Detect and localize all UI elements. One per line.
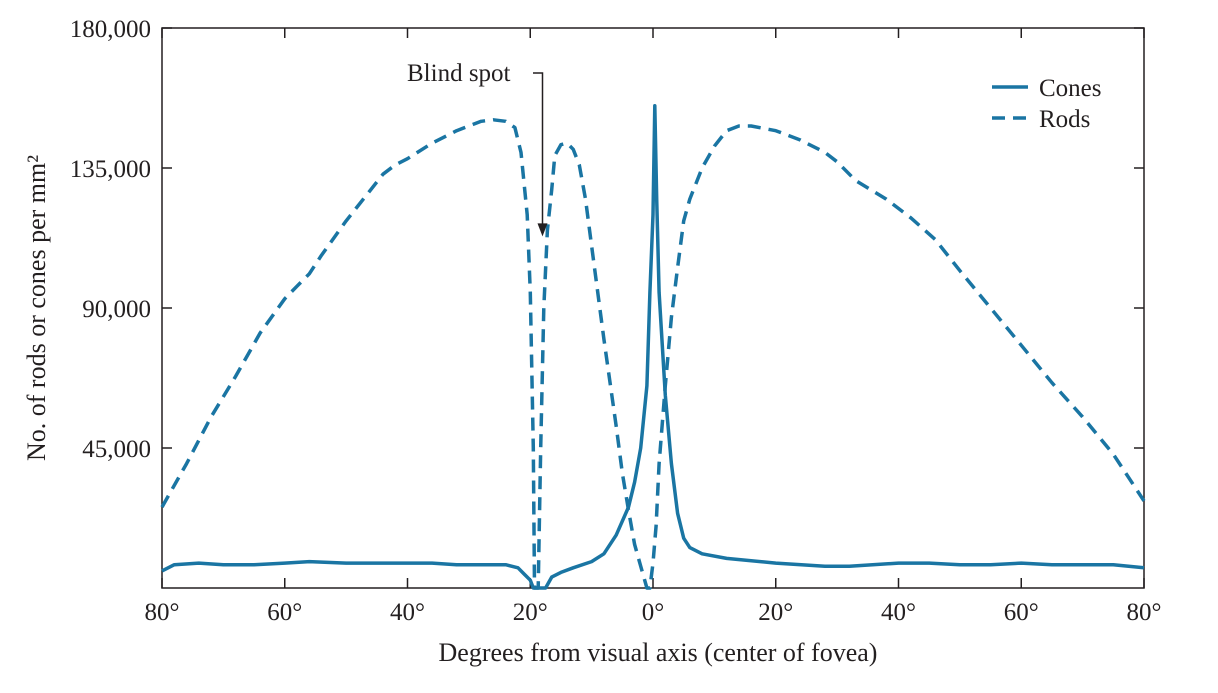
y-tick-label: 45,000 [82,436,151,463]
x-tick-label: 60° [267,599,302,626]
x-tick-label: 0° [642,599,665,626]
blind-spot-label: Blind spot [407,60,511,87]
x-tick-label: 20° [758,599,793,626]
series-line-rods [160,118,1146,590]
legend-label-rods: Rods [1039,106,1090,133]
series-line-cones [161,104,1145,590]
blind-spot-leader-line [533,72,544,225]
tick-marks [161,27,1145,588]
x-tick-label: 80° [1127,599,1162,626]
series-lines [160,104,1146,590]
x-axis-title: Degrees from visual axis (center of fove… [439,638,878,667]
y-tick-label: 90,000 [82,296,151,323]
x-tick-label: 60° [1004,599,1039,626]
y-tick-label: 135,000 [70,156,151,183]
y-tick-label: 180,000 [70,16,151,43]
x-tick-label: 80° [145,599,180,626]
x-tick-label: 40° [881,599,916,626]
legend: Cones Rods [992,75,1102,133]
blind-spot-arrowhead [537,223,548,237]
legend-label-cones: Cones [1039,75,1102,102]
x-tick-label: 40° [390,599,425,626]
x-tick-labels: 80° 60° 40° 20° 0° 20° 40° 60° 80° [145,599,1162,626]
blind-spot-annotation: Blind spot [407,60,548,237]
y-axis-title: No. of rods or cones per mm² [22,155,51,461]
y-tick-labels: 45,000 90,000 135,000 180,000 [70,16,151,463]
x-tick-label: 20° [513,599,548,626]
